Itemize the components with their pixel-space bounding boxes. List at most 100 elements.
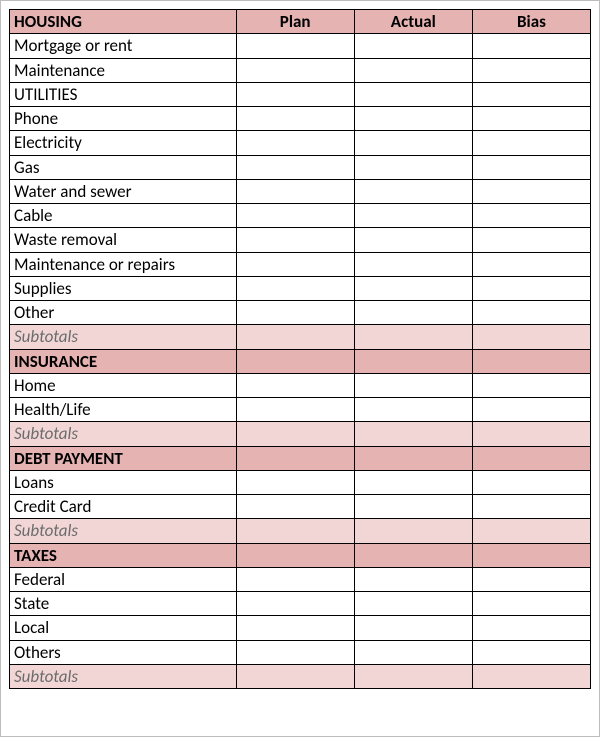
cell-bias <box>472 204 590 228</box>
section-row: INSURANCE <box>10 349 591 373</box>
table-row: Federal <box>10 567 591 591</box>
cell-plan <box>236 155 354 179</box>
row-label: Gas <box>10 155 237 179</box>
table-row: Phone <box>10 107 591 131</box>
table-row: Health/Life <box>10 398 591 422</box>
row-label: Loans <box>10 470 237 494</box>
cell-actual <box>354 34 472 58</box>
subtotal-plan <box>236 422 354 446</box>
section-header: INSURANCE <box>10 349 237 373</box>
row-label: Health/Life <box>10 398 237 422</box>
cell-bias <box>472 373 590 397</box>
cell-actual <box>354 470 472 494</box>
table-row: Electricity <box>10 131 591 155</box>
row-label: UTILITIES <box>10 82 237 106</box>
cell-plan <box>236 58 354 82</box>
table-row: Cable <box>10 204 591 228</box>
cell-actual <box>354 179 472 203</box>
cell-actual <box>354 373 472 397</box>
row-label: Phone <box>10 107 237 131</box>
cell-plan <box>236 616 354 640</box>
cell-bias <box>472 495 590 519</box>
cell-bias <box>472 179 590 203</box>
section-cell <box>354 446 472 470</box>
row-label: Electricity <box>10 131 237 155</box>
column-header: Actual <box>354 10 472 34</box>
row-label: Water and sewer <box>10 179 237 203</box>
cell-plan <box>236 470 354 494</box>
cell-bias <box>472 131 590 155</box>
cell-bias <box>472 398 590 422</box>
table-row: Waste removal <box>10 228 591 252</box>
cell-plan <box>236 640 354 664</box>
section-cell <box>354 349 472 373</box>
cell-actual <box>354 640 472 664</box>
table-row: Home <box>10 373 591 397</box>
row-label: Maintenance <box>10 58 237 82</box>
section-cell <box>472 446 590 470</box>
subtotal-row: Subtotals <box>10 664 591 688</box>
subtotal-row: Subtotals <box>10 325 591 349</box>
cell-bias <box>472 592 590 616</box>
cell-bias <box>472 58 590 82</box>
cell-bias <box>472 82 590 106</box>
subtotal-label: Subtotals <box>10 422 237 446</box>
row-label: Home <box>10 373 237 397</box>
subtotal-bias <box>472 664 590 688</box>
subtotal-row: Subtotals <box>10 422 591 446</box>
table-row: Water and sewer <box>10 179 591 203</box>
cell-bias <box>472 155 590 179</box>
cell-actual <box>354 398 472 422</box>
cell-plan <box>236 592 354 616</box>
cell-actual <box>354 567 472 591</box>
cell-actual <box>354 228 472 252</box>
section-row: TAXES <box>10 543 591 567</box>
cell-bias <box>472 470 590 494</box>
cell-bias <box>472 301 590 325</box>
table-row: Maintenance <box>10 58 591 82</box>
row-label: Cable <box>10 204 237 228</box>
subtotal-plan <box>236 664 354 688</box>
cell-bias <box>472 616 590 640</box>
cell-bias <box>472 252 590 276</box>
subtotal-actual <box>354 519 472 543</box>
cell-bias <box>472 567 590 591</box>
cell-actual <box>354 495 472 519</box>
table-row: Maintenance or repairs <box>10 252 591 276</box>
column-header: Bias <box>472 10 590 34</box>
cell-plan <box>236 301 354 325</box>
table-row: State <box>10 592 591 616</box>
cell-plan <box>236 228 354 252</box>
cell-actual <box>354 131 472 155</box>
cell-actual <box>354 82 472 106</box>
table-row: Others <box>10 640 591 664</box>
table-row: Local <box>10 616 591 640</box>
table-row: Gas <box>10 155 591 179</box>
cell-actual <box>354 155 472 179</box>
row-label: Local <box>10 616 237 640</box>
subtotal-bias <box>472 422 590 446</box>
cell-plan <box>236 107 354 131</box>
cell-actual <box>354 107 472 131</box>
cell-plan <box>236 276 354 300</box>
section-header: TAXES <box>10 543 237 567</box>
cell-actual <box>354 276 472 300</box>
cell-bias <box>472 276 590 300</box>
cell-plan <box>236 252 354 276</box>
subtotal-label: Subtotals <box>10 325 237 349</box>
cell-actual <box>354 592 472 616</box>
row-label: State <box>10 592 237 616</box>
subtotal-bias <box>472 325 590 349</box>
section-cell <box>472 543 590 567</box>
section-cell <box>472 349 590 373</box>
cell-bias <box>472 228 590 252</box>
table-header-row: HOUSINGPlanActualBias <box>10 10 591 34</box>
column-header: Plan <box>236 10 354 34</box>
table-row: UTILITIES <box>10 82 591 106</box>
row-label: Maintenance or repairs <box>10 252 237 276</box>
row-label: Federal <box>10 567 237 591</box>
row-label: Waste removal <box>10 228 237 252</box>
cell-actual <box>354 301 472 325</box>
subtotal-label: Subtotals <box>10 519 237 543</box>
section-header: DEBT PAYMENT <box>10 446 237 470</box>
